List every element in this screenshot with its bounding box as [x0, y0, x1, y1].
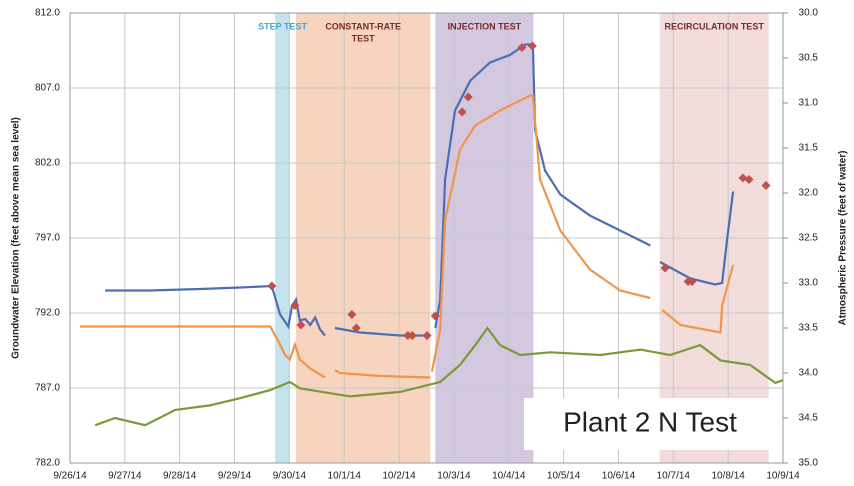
region-label: RECIRCULATION TEST	[664, 21, 764, 31]
y2-tick-label: 34.5	[799, 413, 819, 424]
y-tick-label: 787.0	[35, 383, 60, 394]
y-tick-label: 802.0	[35, 158, 60, 169]
x-tick-label: 9/27/14	[108, 471, 142, 482]
y2-tick-label: 33.0	[799, 278, 819, 289]
x-tick-label: 9/26/14	[53, 471, 87, 482]
region-label: INJECTION TEST	[448, 21, 522, 31]
chart: Groundwater Elevation (feet above mean s…	[0, 0, 854, 486]
y2-tick-label: 32.0	[799, 188, 819, 199]
x-tick-label: 10/8/14	[711, 471, 745, 482]
annotation: Plant 2 N Test	[563, 406, 737, 437]
x-tick-label: 10/3/14	[437, 471, 471, 482]
region-label: STEP TEST	[258, 21, 307, 31]
y-axis-title: Groundwater Elevation (feet above mean s…	[11, 117, 22, 359]
y2-tick-label: 31.0	[799, 98, 819, 109]
x-tick-label: 9/29/14	[218, 471, 252, 482]
x-tick-label: 10/6/14	[602, 471, 636, 482]
y2-axis-title: Atmospheric Pressure (feet of water)	[838, 150, 849, 325]
x-tick-label: 10/2/14	[382, 471, 416, 482]
x-tick-label: 10/9/14	[766, 471, 800, 482]
y2-tick-label: 35.0	[799, 458, 819, 469]
y2-tick-label: 31.5	[799, 143, 819, 154]
x-tick-label: 10/7/14	[657, 471, 691, 482]
region-label: CONSTANT-RATE	[325, 21, 401, 31]
y-tick-label: 807.0	[35, 83, 60, 94]
y2-tick-label: 34.0	[799, 368, 819, 379]
x-tick-label: 10/4/14	[492, 471, 526, 482]
y2-tick-label: 30.5	[799, 53, 819, 64]
y2-tick-label: 30.0	[799, 8, 819, 19]
x-tick-label: 10/1/14	[328, 471, 362, 482]
y-tick-label: 792.0	[35, 308, 60, 319]
y2-tick-label: 33.5	[799, 323, 819, 334]
y-tick-label: 812.0	[35, 8, 60, 19]
region-label: TEST	[352, 33, 376, 43]
x-tick-label: 10/5/14	[547, 471, 581, 482]
y-tick-label: 797.0	[35, 233, 60, 244]
x-tick-label: 9/30/14	[273, 471, 307, 482]
x-tick-label: 9/28/14	[163, 471, 197, 482]
data-marker	[267, 282, 276, 291]
y-tick-label: 782.0	[35, 458, 60, 469]
y2-tick-label: 32.5	[799, 233, 819, 244]
